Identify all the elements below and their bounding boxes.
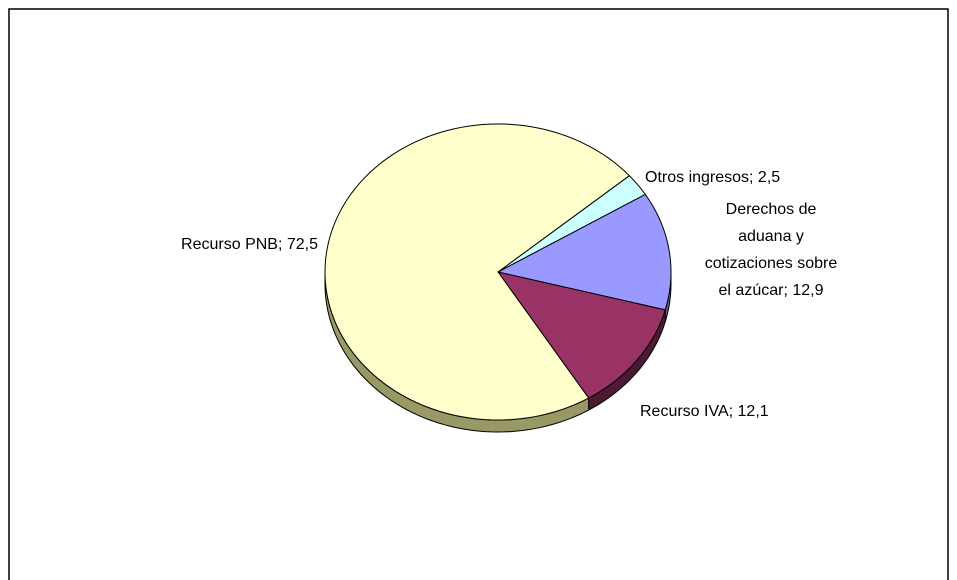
chart-frame [8,8,949,580]
slice [496,271,666,399]
data-label: Recurso PNB; 72,5 [181,236,318,253]
slice [324,123,631,421]
data-label: Derechos de aduana y cotizaciones sobre el … [705,201,838,299]
data-label: Otros ingresos; 2,5 [645,169,780,186]
slice [496,193,672,311]
slice [497,175,647,273]
data-label: Recurso IVA; 12,1 [640,403,769,420]
